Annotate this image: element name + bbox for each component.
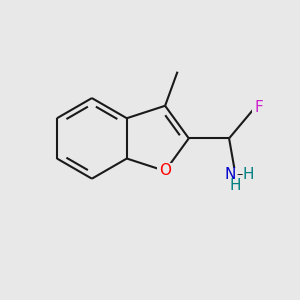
Text: H: H [230,178,241,193]
Text: F: F [254,100,263,115]
Text: H: H [243,167,254,182]
Text: –: – [237,168,243,181]
Bar [217,168,255,188]
Bar [252,100,266,115]
Bar [157,163,174,179]
Text: N: N [224,167,236,182]
Text: O: O [159,164,171,178]
